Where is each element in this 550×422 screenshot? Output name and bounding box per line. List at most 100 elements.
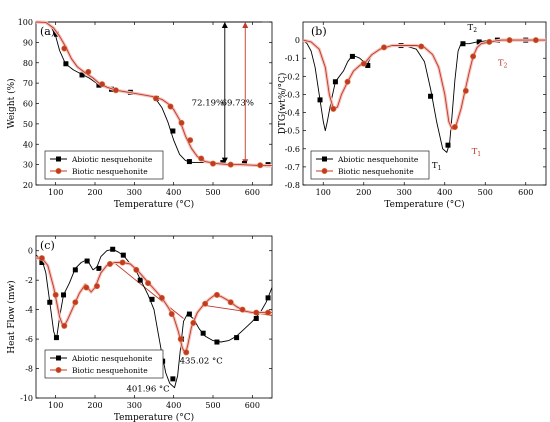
data-point	[106, 260, 113, 267]
x-tick-label: 100	[316, 188, 331, 197]
data-point	[253, 315, 259, 321]
data-point	[61, 322, 68, 329]
data-point	[213, 291, 220, 298]
x-axis-label: Temperature (°C)	[384, 199, 464, 210]
annotation-text: 401.96 °C	[126, 384, 169, 394]
y-tick-label: 80	[23, 59, 33, 68]
data-point	[476, 39, 482, 45]
data-point	[257, 162, 264, 169]
data-point	[428, 93, 434, 99]
y-tick-label: 20	[23, 181, 33, 190]
data-point	[52, 291, 59, 298]
annotation-text: T	[468, 23, 474, 33]
annotation: 401.96 °C	[126, 384, 169, 394]
y-tick-label: -0.7	[285, 163, 300, 172]
y-tick-label: -0.5	[285, 127, 300, 136]
data-point	[167, 103, 174, 110]
data-point	[470, 53, 477, 60]
legend-label: Abiotic nesquehonite	[71, 354, 153, 363]
y-tick-label: 90	[23, 38, 33, 47]
y-tick-label: -0.8	[285, 181, 300, 190]
chart-panel-0: 100 200 300 400 500 600 20 30 40 50 60 70 80 90 100 Tem…	[6, 18, 273, 210]
data-point	[112, 87, 119, 94]
x-tick-label: 100	[48, 188, 63, 197]
x-tick-label: 600	[245, 401, 260, 410]
y-tick-label: -0.2	[285, 72, 300, 81]
x-tick-label: 500	[205, 401, 220, 410]
legend: Abiotic nesquehonite Biotic nesquehonite	[44, 150, 164, 180]
data-point	[460, 41, 466, 47]
data-point	[145, 280, 152, 287]
legend-label: Biotic nesquehonite	[72, 167, 148, 176]
x-tick-label: 500	[205, 188, 220, 197]
data-point	[186, 159, 192, 165]
series-line-1	[302, 39, 546, 130]
legend-label: Biotic nesquehonite	[338, 167, 414, 176]
annotation: T1	[432, 161, 442, 172]
data-point	[186, 311, 192, 317]
y-tick-label: -0.3	[285, 90, 300, 99]
data-point	[360, 60, 367, 67]
data-point	[506, 37, 513, 44]
data-point	[418, 43, 425, 50]
data-point	[170, 128, 176, 134]
data-point	[239, 306, 246, 313]
y-tick-label: -0.1	[285, 54, 300, 63]
legend: Abiotic nesquehonite Biotic nesquehonite	[44, 349, 164, 379]
x-tick-label: 100	[48, 401, 63, 410]
y-tick-label: -10	[20, 394, 33, 403]
data-point	[202, 300, 209, 307]
data-point	[133, 266, 140, 273]
data-point	[63, 61, 69, 67]
y-tick-label: 0	[28, 247, 33, 256]
data-point	[137, 277, 143, 283]
x-tick-label: 400	[437, 188, 452, 197]
x-axis-label: Temperature (°C)	[114, 412, 194, 422]
y-tick-label: -0.6	[285, 145, 300, 154]
data-point	[445, 142, 451, 148]
data-point	[39, 260, 45, 266]
data-point	[96, 265, 102, 271]
data-point	[83, 284, 90, 291]
reference-arrow-up	[242, 22, 249, 28]
y-tick-label: -8	[25, 365, 33, 374]
x-tick-label: 200	[87, 401, 102, 410]
y-tick-label: 40	[23, 140, 33, 149]
data-point	[214, 339, 220, 345]
data-point	[61, 45, 68, 52]
y-axis-label: Weight (%)	[6, 78, 17, 128]
data-point	[380, 44, 387, 51]
y-axis-label: DTG(wt%/°C)	[277, 73, 288, 135]
y-tick-label: 60	[23, 100, 33, 109]
chart-panel-1: 100 200 300 400 500 600 0 -0.1 -0.2 -0.3 -0.4 -0.5 -…	[277, 21, 547, 210]
annotation: T2	[468, 23, 478, 34]
data-point	[85, 68, 92, 75]
legend-box	[310, 150, 430, 180]
data-point	[158, 294, 165, 301]
y-tick-label: 0	[295, 36, 300, 45]
data-point	[227, 161, 234, 168]
data-point	[365, 62, 371, 68]
annotation-text: 72.19%	[192, 99, 224, 109]
data-point	[99, 81, 106, 88]
annotation-subscript: 2	[473, 27, 477, 34]
legend-marker	[322, 156, 327, 162]
x-tick-label: 200	[356, 188, 371, 197]
x-tick-label: 300	[127, 401, 142, 410]
y-tick-label: 100	[18, 18, 33, 27]
annotation-subscript: 1	[477, 151, 481, 158]
annotation-subscript: 2	[504, 62, 508, 69]
data-point	[532, 37, 539, 44]
data-point	[170, 376, 176, 382]
annotation-text: T	[432, 161, 438, 171]
data-point	[178, 119, 185, 126]
data-point	[253, 309, 260, 316]
x-tick-label: 400	[166, 401, 181, 410]
annotation-subscript: 1	[438, 165, 442, 172]
data-point	[38, 255, 45, 262]
annotation: T2	[498, 58, 508, 69]
series-line-0	[35, 21, 272, 166]
panel-label: (b)	[311, 25, 327, 38]
data-point	[110, 246, 116, 252]
data-point	[265, 309, 272, 316]
